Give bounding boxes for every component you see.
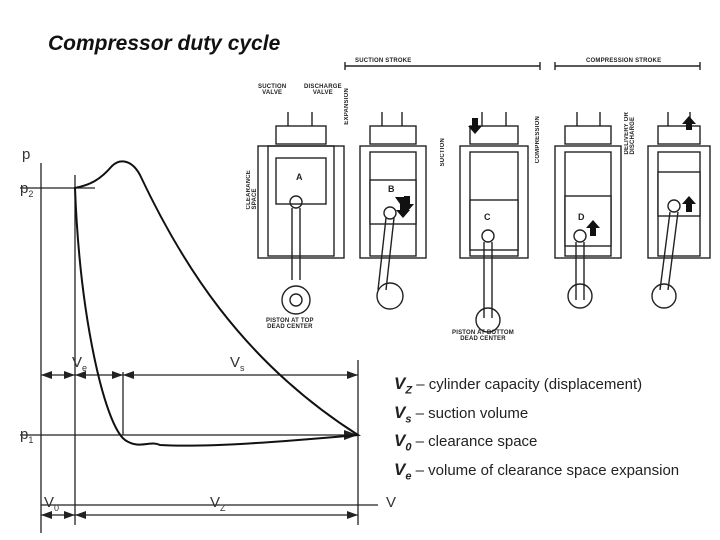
page-title: Compressor duty cycle	[48, 32, 281, 55]
suction-valve-label: SUCTION VALVE	[258, 84, 287, 96]
legend-ve: Ve – volume of clearance space expansion	[394, 460, 679, 482]
legend-vs: Vs – suction volume	[394, 403, 528, 425]
legend-v0-text: – clearance space	[411, 433, 538, 450]
position-c-label: C	[484, 212, 491, 222]
ve-sub: e	[82, 363, 88, 373]
legend-vs-text: – suction volume	[411, 405, 529, 422]
legend-vz-sub: Z	[405, 384, 413, 397]
cylinder-d	[554, 112, 622, 309]
legend-vs-sym: V	[394, 403, 406, 422]
p-axis-label: p	[22, 146, 31, 163]
p2-label: p2	[20, 180, 33, 199]
legend-vs-sub: s	[405, 413, 412, 426]
position-a-label: A	[296, 172, 303, 182]
p2-base: p	[20, 180, 29, 197]
position-d-label: D	[578, 212, 585, 222]
v0-sub: 0	[54, 503, 60, 513]
vs-base: V	[230, 354, 241, 371]
cylinder-a	[257, 112, 345, 315]
pv-axes	[20, 163, 378, 533]
vs-label: Vs	[230, 354, 245, 373]
ve-label: Ve	[72, 354, 87, 373]
discharge-valve-label: DISCHARGE VALVE	[304, 84, 342, 96]
legend-vz-sym: V	[394, 374, 406, 393]
compression-cycle-curve	[73, 160, 362, 447]
p2-sub: 2	[28, 189, 34, 199]
vs-sub: s	[240, 363, 245, 373]
cylinder-e	[647, 112, 711, 309]
compression-stroke-label: COMPRESSION STROKE	[586, 58, 662, 64]
cylinder-b	[359, 112, 427, 310]
clearance-space-label: CLEARANCE SPACE	[246, 170, 258, 210]
legend-v0-sub: 0	[405, 441, 412, 454]
legend-ve-sub: e	[405, 470, 412, 483]
p1-label: p1	[20, 426, 33, 445]
vz-sub: Z	[220, 503, 226, 513]
compression-label: COMPRESSION	[535, 116, 541, 164]
legend-ve-text: – volume of clearance space expansion	[411, 462, 680, 479]
piston-top-label: PISTON AT TOP DEAD CENTER	[266, 318, 314, 330]
legend-vz: VZ – cylinder capacity (displacement)	[394, 374, 642, 396]
vz-label: VZ	[210, 494, 226, 513]
cylinder-drawings	[257, 62, 711, 333]
vz-base: V	[210, 494, 221, 511]
v-axis-label: V	[386, 494, 397, 511]
suction-label: SUCTION	[440, 138, 446, 167]
piston-bottom-label: PISTON AT BOTTOM DEAD CENTER	[452, 330, 514, 342]
p1-base: p	[20, 426, 29, 443]
ve-base: V	[72, 354, 83, 371]
legend-ve-sym: V	[394, 460, 406, 479]
legend-vz-text: – cylinder capacity (displacement)	[412, 376, 643, 393]
legend-v0: V0 – clearance space	[394, 431, 537, 453]
position-b-label: B	[388, 184, 395, 194]
cylinder-c	[459, 112, 529, 333]
v0-base: V	[44, 494, 55, 511]
expansion-label: EXPANSION	[344, 88, 350, 125]
piston-arrows	[400, 116, 696, 236]
legend-v0-sym: V	[394, 431, 406, 450]
delivery-label: DELIVERY OR DISCHARGE	[624, 112, 636, 155]
dimension-arrows	[41, 371, 358, 519]
v0-label: V0	[44, 494, 59, 513]
suction-stroke-label: SUCTION STROKE	[355, 58, 412, 64]
p1-sub: 1	[28, 435, 34, 445]
